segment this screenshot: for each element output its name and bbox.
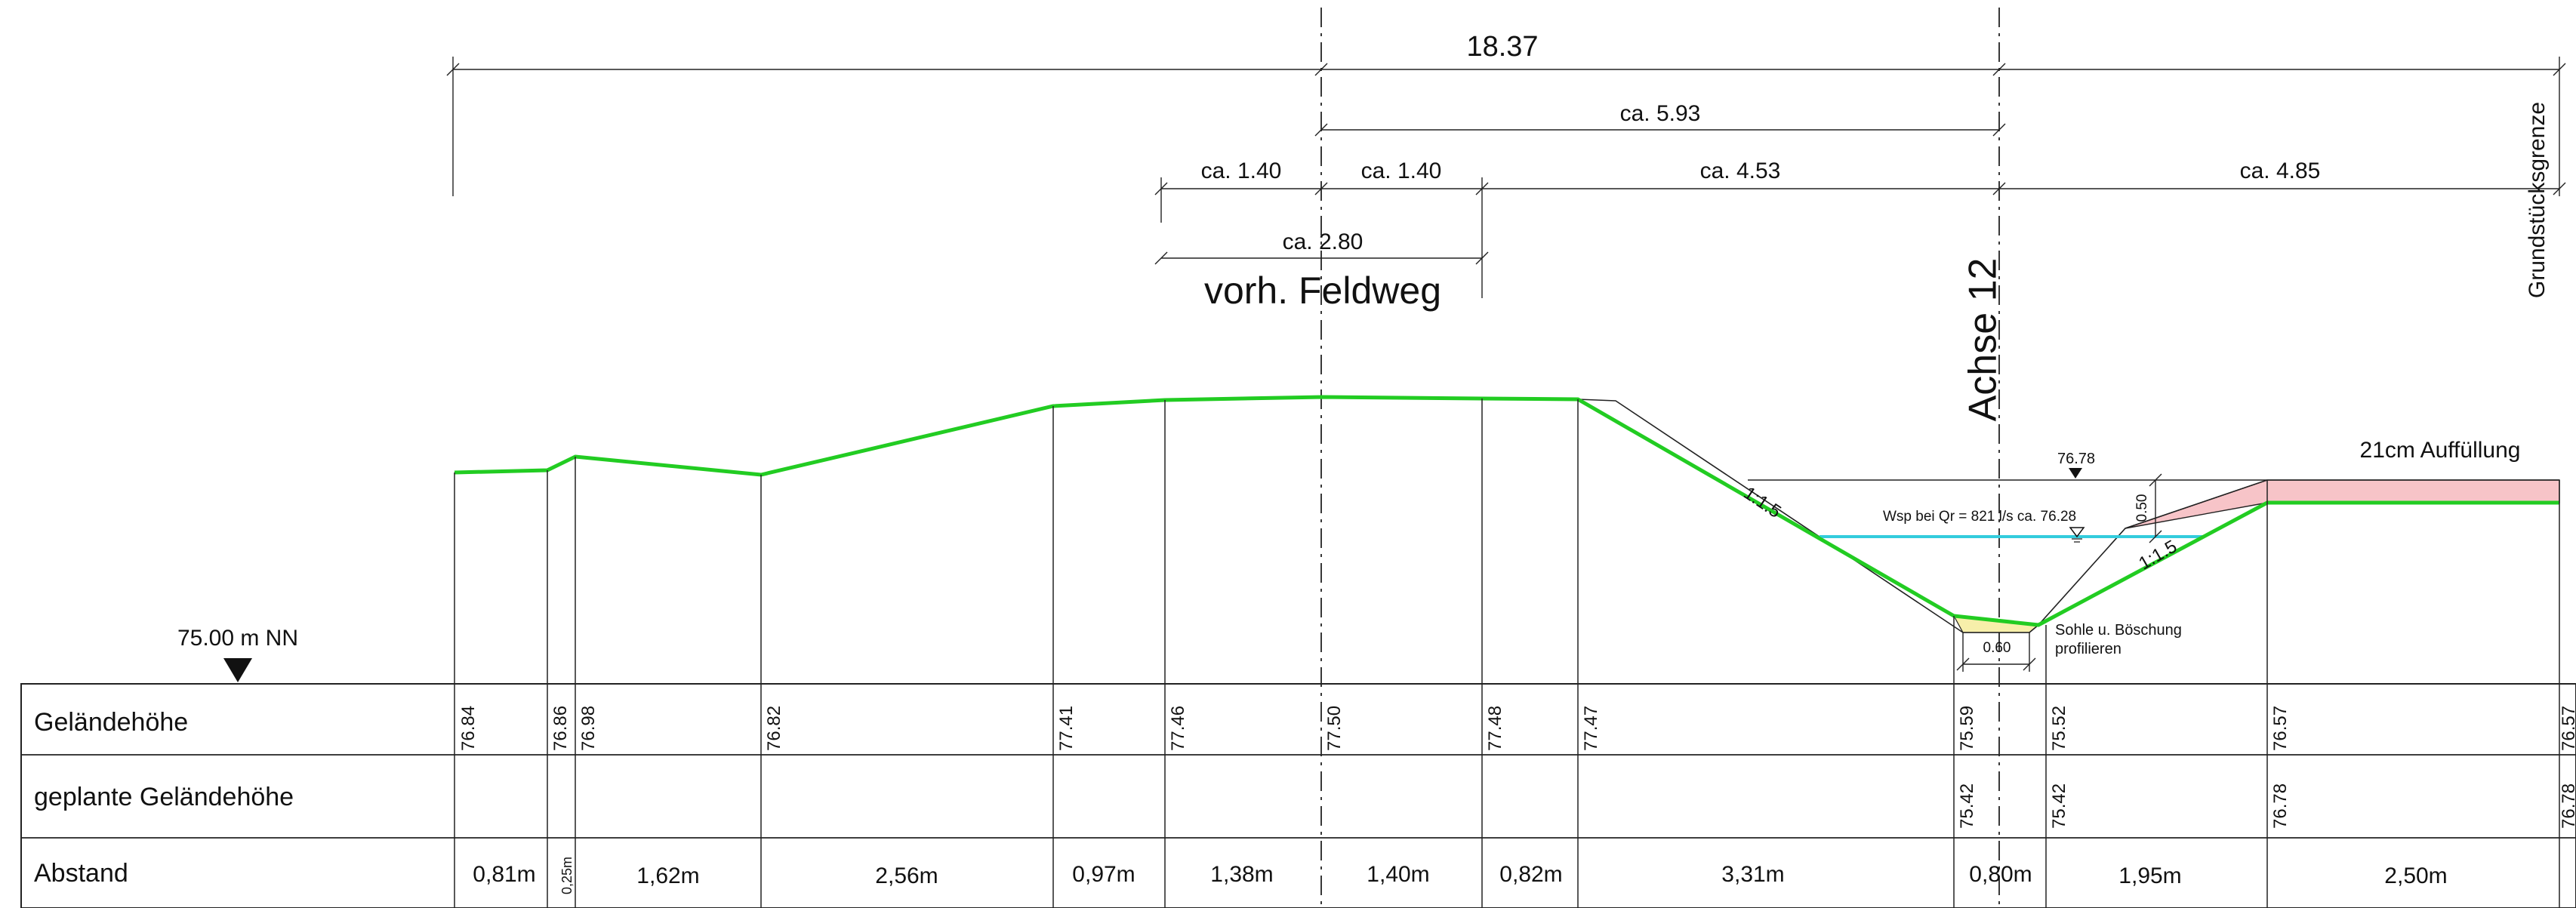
water-level-marker bbox=[2069, 527, 2085, 538]
gelaendehoehe-row: 76.84 76.86 76.98 76.82 77.41 77.46 77.5… bbox=[458, 706, 2576, 751]
table-cell: 0,25m bbox=[559, 857, 575, 894]
table-cell: 75.42 bbox=[1957, 783, 1977, 829]
dim-total-label: 18.37 bbox=[1466, 31, 1538, 63]
abstand-row: 0,81m 0,25m 1,62m 2,56m 0,97m 1,38m 1,40… bbox=[473, 857, 2447, 894]
table-cell: 76.57 bbox=[2559, 706, 2576, 751]
fill-label: 21cm Auffüllung bbox=[2360, 438, 2521, 463]
row-label-gelaendehoehe: Geländehöhe bbox=[34, 708, 188, 737]
dim-left-half-label: ca. 1.40 bbox=[1201, 159, 1282, 183]
table-cell: 75.52 bbox=[2049, 706, 2069, 751]
table-cell: 77.48 bbox=[1485, 706, 1505, 751]
table-cell: 0,81m bbox=[473, 862, 535, 887]
table-cell: 3,31m bbox=[1721, 862, 1784, 887]
depth-label: 0.50 bbox=[2134, 494, 2150, 522]
table-cell: 76.78 bbox=[2559, 783, 2576, 829]
geplant-row: 75.42 75.42 76.78 76.78 bbox=[1957, 783, 2576, 829]
table-cell: 76.82 bbox=[764, 706, 784, 751]
top-level-label: 76.78 bbox=[2057, 451, 2095, 467]
table-cell: 75.42 bbox=[2049, 783, 2069, 829]
dim-to-axis-label: ca. 4.53 bbox=[1700, 159, 1781, 183]
note-line1: Sohle u. Böschung bbox=[2055, 622, 2182, 639]
dim-right-part-label: ca. 4.85 bbox=[2240, 159, 2321, 183]
table-cell: 2,56m bbox=[875, 863, 938, 888]
slope-right-label: 1:1.5 bbox=[2135, 536, 2180, 574]
table-cell: 1,38m bbox=[1210, 862, 1273, 887]
data-table: Geländehöhe geplante Geländehöhe Abstand… bbox=[20, 683, 2576, 908]
planned-profile bbox=[1577, 399, 2559, 633]
datum-label: 75.00 m NN bbox=[177, 626, 298, 651]
station-lines bbox=[454, 399, 2560, 908]
table-cell: 1,62m bbox=[636, 863, 699, 888]
table-cell: 0,97m bbox=[1072, 862, 1135, 887]
sole-width-label: 0.60 bbox=[1983, 640, 2011, 656]
table-cell: 77.50 bbox=[1324, 706, 1345, 751]
table-cell: 77.46 bbox=[1168, 706, 1188, 751]
table-cell: 2,50m bbox=[2384, 863, 2447, 888]
table-cell: 76.86 bbox=[550, 706, 571, 751]
table-cell: 1,95m bbox=[2118, 863, 2181, 888]
table-cell: 0,82m bbox=[1499, 862, 1562, 887]
table-cell: 0,80m bbox=[1969, 862, 2032, 887]
table-cell: 1,40m bbox=[1367, 862, 1429, 887]
top-level-marker bbox=[2069, 468, 2082, 479]
water-level-label: Wsp bei Qr = 821 l/s ca. 76.28 bbox=[1883, 509, 2076, 525]
table-cell: 76.98 bbox=[578, 706, 599, 751]
table-cell: 77.41 bbox=[1056, 706, 1077, 751]
note-line2: profilieren bbox=[2055, 641, 2122, 657]
dim-path-width-label: ca. 2.80 bbox=[1283, 229, 1363, 254]
profile: 76.78 Wsp bei Qr = 821 l/s ca. 76.28 0.5… bbox=[177, 395, 2560, 908]
table-cell: 76.57 bbox=[2270, 706, 2291, 751]
axis-label: Achse 12 bbox=[1961, 258, 2005, 422]
row-label-geplant: geplante Geländehöhe bbox=[34, 783, 294, 811]
terrain-line bbox=[454, 395, 2559, 627]
table-cell: 77.47 bbox=[1581, 706, 1601, 751]
datum-marker bbox=[223, 658, 252, 682]
row-label-abstand: Abstand bbox=[34, 859, 128, 888]
table-frame bbox=[20, 683, 2576, 908]
table-cell: 75.59 bbox=[1957, 706, 1977, 751]
boundary-label: Grundstücksgrenze bbox=[2525, 102, 2550, 298]
table-cell: 76.84 bbox=[458, 706, 479, 751]
dim-axis-offset-label: ca. 5.93 bbox=[1620, 101, 1701, 126]
dimension-chains: 18.37 ca. 5.93 ca. 1.40 ca. 1.40 ca. 4.5… bbox=[446, 31, 2566, 312]
table-cell: 76.78 bbox=[2270, 783, 2291, 829]
path-label: vorh. Feldweg bbox=[1204, 269, 1441, 312]
dim-right-half-label: ca. 1.40 bbox=[1361, 159, 1442, 183]
